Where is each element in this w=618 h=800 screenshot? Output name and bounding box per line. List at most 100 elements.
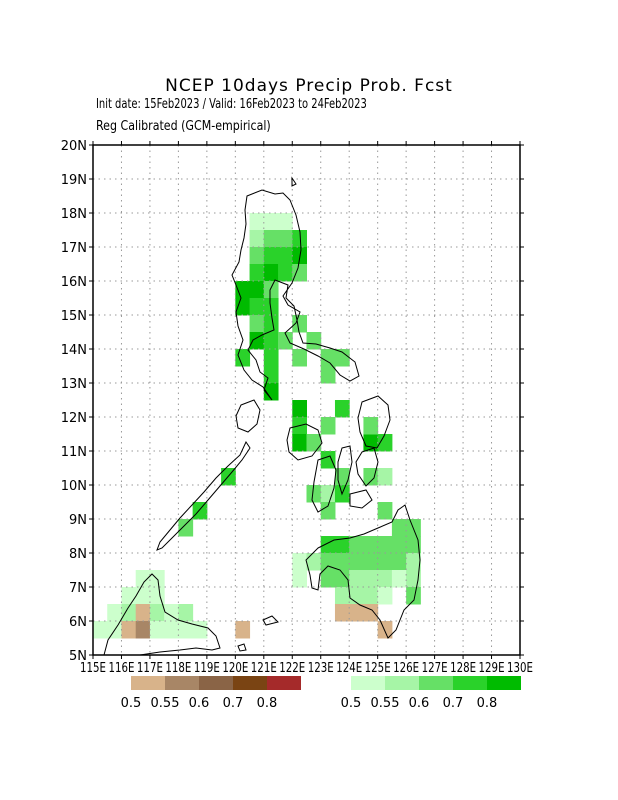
prob-cell — [235, 349, 251, 367]
prob-cell — [249, 281, 265, 299]
prob-cell — [292, 315, 307, 333]
legend-swatch — [351, 676, 385, 690]
lat-label: 11N — [61, 445, 87, 460]
negros-coast — [311, 455, 337, 513]
prob-cell — [135, 604, 151, 622]
prob-cell — [334, 349, 350, 367]
samar-coast — [357, 395, 391, 449]
prob-cell — [121, 587, 137, 605]
legend-swatch — [419, 676, 453, 690]
prob-cell — [178, 519, 194, 537]
lat-label: 19N — [61, 173, 87, 188]
legend-label: 0.5 — [121, 696, 142, 711]
prob-cell — [320, 570, 336, 588]
prob-cell — [278, 247, 293, 265]
prob-cell — [320, 366, 336, 384]
prob-cell — [334, 570, 350, 588]
lat-label: 20N — [61, 139, 87, 154]
lat-label: 6N — [69, 615, 87, 630]
legend-label: 0.7 — [443, 696, 464, 711]
prob-cell — [306, 434, 322, 452]
prob-cell — [135, 587, 151, 605]
latitude-labels: 5N 6N 7N 8N 9N 10N 11N 12N 13N 14N 15N 16N 17N 18N 19N… — [61, 139, 524, 664]
prob-cell — [263, 332, 279, 350]
legend-label: 0.55 — [371, 696, 400, 711]
prob-cell — [249, 247, 265, 265]
lon-label: 130E — [507, 661, 533, 676]
prob-cell — [377, 570, 393, 588]
legend-label: 0.5 — [341, 696, 362, 711]
prob-cell — [334, 468, 350, 486]
legend-label: 0.55 — [151, 696, 180, 711]
prob-cell — [178, 604, 194, 622]
lon-label: 116E — [108, 661, 134, 676]
prob-cell — [320, 536, 336, 554]
prob-cell — [306, 553, 322, 571]
prob-cell — [320, 451, 336, 469]
prob-cell — [249, 298, 265, 316]
bohol-coast — [349, 489, 373, 509]
prob-cell — [292, 349, 307, 367]
prob-cell — [235, 621, 251, 639]
legend-swatch — [233, 676, 267, 690]
lon-label: 121E — [251, 661, 277, 676]
legend-swatch — [199, 676, 233, 690]
prob-cell — [377, 434, 393, 452]
legend-swatch — [267, 676, 301, 690]
prob-cell — [377, 536, 393, 554]
prob-cell — [192, 502, 208, 520]
legend-swatch — [385, 676, 419, 690]
prob-cell — [121, 621, 137, 639]
prob-cell — [292, 570, 307, 588]
prob-cell — [149, 604, 165, 622]
prob-cell — [377, 587, 393, 605]
legend-dry: 0.5 0.55 0.6 0.7 0.8 — [121, 676, 301, 711]
lon-label: 129E — [479, 661, 505, 676]
leyte-coast — [355, 447, 379, 487]
prob-cell — [263, 213, 279, 231]
prob-cell — [164, 621, 179, 639]
map-subtitle-method: Reg Calibrated (GCM-empirical) — [96, 119, 271, 134]
panay-coast — [286, 423, 323, 461]
legend-label: 0.7 — [223, 696, 244, 711]
prob-cell — [192, 621, 208, 639]
prob-cell — [93, 621, 108, 639]
legend-swatch — [453, 676, 487, 690]
prob-cell — [292, 400, 307, 418]
map-subtitle-dates: Init date: 15Feb2023 / Valid: 16Feb2023 … — [96, 97, 367, 112]
sulu-island-2 — [237, 643, 247, 652]
lat-label: 13N — [61, 377, 87, 392]
prob-cell — [349, 604, 364, 622]
legend-label: 0.8 — [257, 696, 278, 711]
prob-cell — [107, 604, 122, 622]
prob-cell — [363, 553, 379, 571]
prob-cell — [349, 587, 364, 605]
prob-cell — [263, 383, 279, 401]
prob-cell — [249, 213, 265, 231]
prob-cell — [149, 587, 165, 605]
batanes-island — [291, 176, 297, 187]
lat-label: 18N — [61, 207, 87, 222]
prob-cell — [391, 536, 407, 554]
prob-cell — [406, 587, 421, 605]
prob-cell — [363, 570, 379, 588]
prob-cell — [391, 553, 407, 571]
borneo-coast — [103, 573, 221, 655]
prob-cell — [278, 332, 293, 350]
prob-cell — [292, 434, 307, 452]
lat-label: 10N — [61, 479, 87, 494]
prob-cell — [263, 264, 279, 282]
lon-label: 125E — [365, 661, 391, 676]
coastline — [103, 176, 421, 655]
lat-label: 17N — [61, 241, 87, 256]
prob-cell — [249, 315, 265, 333]
lat-label: 14N — [61, 343, 87, 358]
prob-cell — [149, 621, 165, 639]
prob-cell — [135, 570, 151, 588]
prob-cell — [292, 230, 307, 248]
lon-label: 119E — [194, 661, 220, 676]
prob-cell — [320, 485, 336, 503]
lon-label: 127E — [422, 661, 448, 676]
legend-label: 0.6 — [409, 696, 430, 711]
